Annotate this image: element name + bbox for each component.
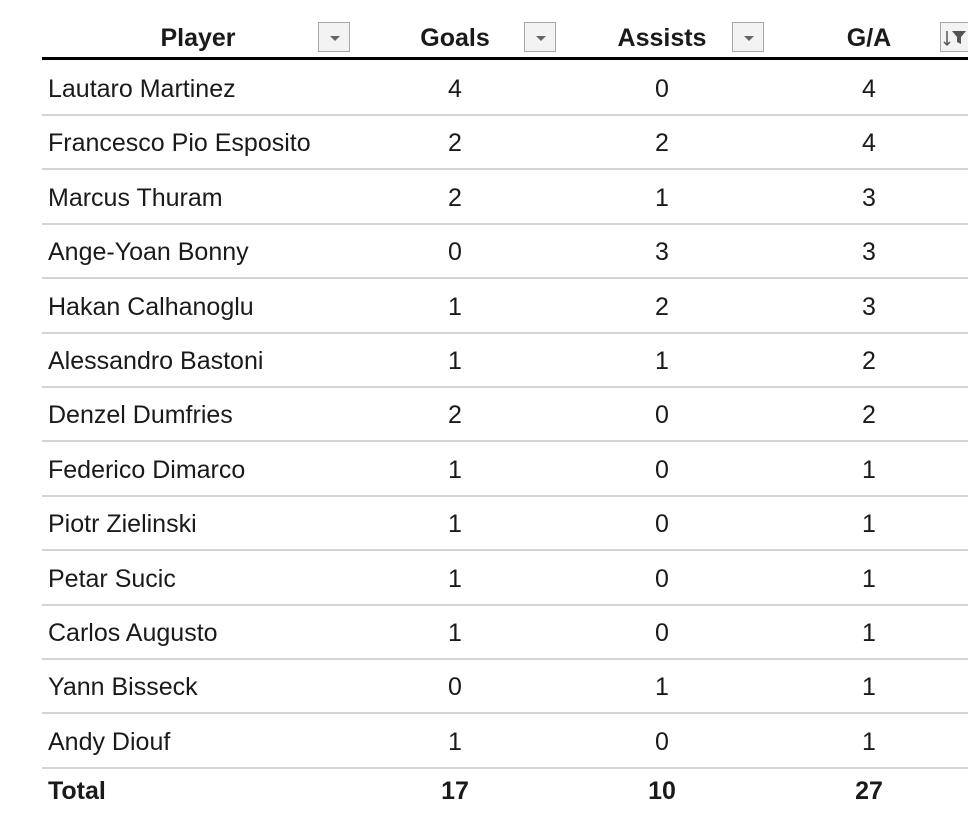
row-separator	[42, 658, 968, 660]
row-separator	[42, 766, 968, 769]
stat-value: 0	[655, 401, 669, 430]
total-label: Total	[48, 777, 106, 805]
stat-value: 1	[448, 292, 462, 321]
stat-value: 1	[862, 619, 876, 647]
stat-value: 1	[448, 564, 462, 593]
player-name: Hakan Calhanoglu	[48, 292, 254, 321]
stat-value: 2	[448, 129, 462, 158]
row-separator	[42, 494, 968, 497]
player-name: Marcus Thuram	[48, 183, 223, 212]
filter-button[interactable]	[318, 22, 350, 52]
stat-value: 2	[448, 401, 462, 430]
stat-value: 4	[448, 75, 462, 103]
stat-value: 1	[862, 564, 876, 593]
player-name: Piotr Zielinski	[48, 510, 197, 539]
stat-value: 3	[862, 238, 876, 267]
dropdown-icon	[744, 36, 754, 41]
stat-value: 4	[862, 129, 876, 158]
player-name: Lautaro Martinez	[48, 75, 236, 103]
player-name: Federico Dimarco	[48, 455, 246, 484]
stat-value: 1	[862, 510, 876, 539]
row-separator	[42, 222, 968, 225]
stat-value: 0	[655, 727, 669, 756]
stat-value: 0	[448, 673, 462, 702]
total-value: 27	[855, 777, 883, 805]
stat-value: 2	[655, 129, 669, 158]
sort-filter-icon	[943, 31, 966, 47]
column-header: Goals	[420, 24, 490, 52]
stat-value: 2	[448, 183, 462, 212]
row-separator	[42, 114, 968, 116]
filter-button[interactable]	[940, 22, 968, 52]
stat-value: 1	[862, 455, 876, 484]
stat-value: 1	[448, 510, 462, 539]
stat-value: 3	[862, 292, 876, 321]
stat-value: 0	[655, 75, 669, 103]
row-separator	[42, 712, 968, 715]
row-separator	[42, 277, 968, 280]
stat-value: 1	[655, 673, 669, 702]
dropdown-icon	[330, 36, 340, 41]
stat-value: 1	[655, 183, 669, 212]
player-name: Andy Diouf	[48, 727, 171, 756]
player-name: Alessandro Bastoni	[48, 347, 264, 375]
stat-value: 1	[448, 455, 462, 484]
stat-value: 1	[448, 727, 462, 756]
row-separator	[42, 440, 968, 443]
player-name: Ange-Yoan Bonny	[48, 238, 249, 267]
player-name: Francesco Pio Esposito	[48, 129, 311, 158]
player-name: Carlos Augusto	[48, 619, 218, 647]
stat-value: 0	[448, 238, 462, 267]
player-name: Denzel Dumfries	[48, 401, 233, 430]
column-header: G/A	[846, 24, 892, 52]
dropdown-icon	[536, 36, 546, 41]
stat-value: 1	[862, 673, 876, 702]
stat-value: 4	[862, 75, 876, 103]
stat-value: 2	[862, 401, 876, 430]
total-value: 17	[441, 777, 469, 805]
filter-button[interactable]	[732, 22, 764, 52]
row-separator	[42, 549, 968, 552]
stat-value: 3	[862, 183, 876, 212]
player-name: Petar Sucic	[48, 564, 176, 593]
row-separator	[42, 168, 968, 171]
stat-value: 1	[448, 619, 462, 647]
stat-value: 2	[862, 347, 876, 375]
player-name: Yann Bisseck	[48, 673, 198, 702]
stat-value: 1	[655, 347, 669, 375]
stat-value: 1	[862, 727, 876, 756]
column-header: Assists	[617, 24, 707, 52]
row-separator	[42, 331, 968, 334]
stat-value: 0	[655, 510, 669, 539]
header-border	[42, 57, 968, 60]
row-separator	[42, 603, 968, 606]
stat-value: 1	[448, 347, 462, 375]
stat-value: 0	[655, 564, 669, 593]
stat-value: 0	[655, 619, 669, 647]
stat-value: 0	[655, 455, 669, 484]
filter-button[interactable]	[524, 22, 556, 52]
stat-value: 2	[655, 292, 669, 321]
stat-value: 3	[655, 238, 669, 267]
total-value: 10	[648, 777, 676, 805]
row-separator	[42, 386, 968, 388]
column-header: Player	[160, 24, 236, 52]
